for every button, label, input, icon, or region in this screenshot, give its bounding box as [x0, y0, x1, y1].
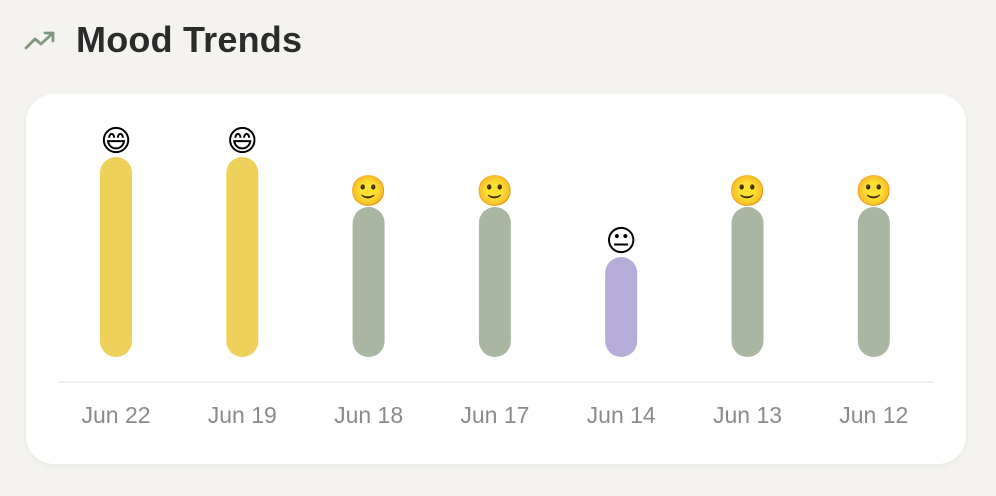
mood-bar[interactable]: [100, 157, 132, 357]
mood-emoji: 🙂: [476, 174, 513, 209]
mood-emoji: 🙂: [350, 174, 387, 209]
mood-emoji: 🙂: [729, 174, 766, 209]
mood-bar[interactable]: [731, 207, 764, 357]
mood-bar[interactable]: [226, 157, 259, 357]
mood-bar[interactable]: [352, 207, 385, 357]
x-tick-label: Jun 22: [81, 402, 150, 428]
mood-bar[interactable]: [478, 207, 511, 357]
x-tick-label: Jun 17: [460, 402, 529, 428]
mood-bar-chart: 😄 Jun 22 😄 Jun 19 🙂 Jun 18 🙂 Jun 17 😐 Jun 14 🙂 Jun …: [58, 124, 934, 428]
x-tick-label: Jun 13: [713, 402, 782, 428]
x-tick-label: Jun 18: [334, 402, 403, 428]
mood-chart-card: 😄 Jun 22 😄 Jun 19 🙂 Jun 18 🙂 Jun 17 😐 Jun 14 🙂 Jun …: [26, 94, 966, 464]
page-title: Mood Trends: [76, 19, 303, 60]
x-tick-label: Jun 19: [208, 402, 277, 428]
trending-up-icon: [24, 31, 55, 50]
mood-emoji: 😄: [227, 124, 258, 159]
section-header: Mood Trends: [24, 18, 302, 62]
mood-bar[interactable]: [857, 207, 890, 357]
mood-emoji: 😐: [606, 224, 637, 259]
x-tick-label: Jun 12: [839, 402, 908, 428]
x-tick-label: Jun 14: [587, 402, 656, 428]
mood-bar[interactable]: [605, 257, 638, 357]
mood-emoji: 😄: [100, 124, 131, 159]
mood-emoji: 🙂: [855, 174, 892, 209]
